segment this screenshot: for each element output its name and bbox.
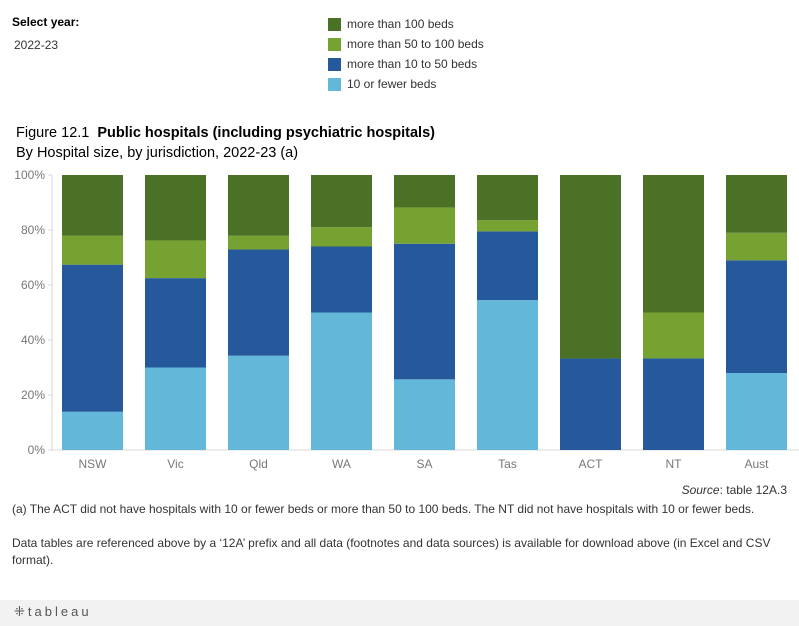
footnote-data-tables: Data tables are referenced above by a ‘1… <box>12 536 771 567</box>
figure-number: Figure 12.1 <box>16 125 90 141</box>
bar-segment[interactable] <box>228 235 289 250</box>
bar-segment[interactable] <box>643 358 704 450</box>
bar-segment[interactable] <box>145 278 206 368</box>
y-tick-label: 100% <box>14 168 45 182</box>
bar-segment[interactable] <box>311 227 372 247</box>
legend-item-10-or-fewer[interactable]: 10 or fewer beds <box>328 74 484 94</box>
bar-segment[interactable] <box>311 312 372 451</box>
chart-subtitle: By Hospital size, by jurisdiction, 2022-… <box>16 145 299 161</box>
tableau-plus-icon: ⁜ <box>14 604 28 619</box>
x-tick-label: Vic <box>167 457 183 471</box>
bar-segment[interactable] <box>394 379 455 450</box>
legend-swatch <box>328 37 341 51</box>
source-text: : table 12A.3 <box>719 483 787 497</box>
bar-segment[interactable] <box>394 243 455 380</box>
bar-segment[interactable] <box>477 300 538 450</box>
x-tick-label: SA <box>416 457 432 471</box>
legend-label: more than 50 to 100 beds <box>347 37 484 51</box>
source-label: Source <box>681 483 720 497</box>
bar-segment[interactable] <box>394 175 455 208</box>
bar-segment[interactable] <box>62 411 123 450</box>
year-filter: Select year: 2022-23 <box>12 15 79 52</box>
bar-segment[interactable] <box>477 220 538 232</box>
x-tick-label: NSW <box>79 457 108 471</box>
legend-label: 10 or fewer beds <box>347 77 437 91</box>
bar-segment[interactable] <box>311 175 372 228</box>
legend-swatch <box>328 57 341 71</box>
legend-label: more than 100 beds <box>347 17 454 31</box>
bar-segment[interactable] <box>228 249 289 356</box>
bar-segment[interactable] <box>311 246 372 313</box>
tableau-wordmark: tableau <box>27 604 92 619</box>
legend-swatch <box>328 77 341 91</box>
y-tick-label: 0% <box>28 443 46 457</box>
bar-segment[interactable] <box>145 240 206 279</box>
year-filter-value[interactable]: 2022-23 <box>14 38 59 52</box>
x-tick-label: Aust <box>744 457 769 471</box>
bar-segment[interactable] <box>643 312 704 359</box>
figure-title: Figure 12.1 Public hospitals (including … <box>16 125 435 141</box>
bar-segment[interactable] <box>560 358 621 450</box>
bar-segment[interactable] <box>726 175 787 233</box>
bar-segment[interactable] <box>228 355 289 450</box>
y-tick-label: 80% <box>21 223 45 237</box>
source-note: Source: table 12A.3 <box>682 483 787 497</box>
x-tick-label: WA <box>332 457 351 471</box>
bar-segment[interactable] <box>477 175 538 221</box>
chart-title: Public hospitals (including psychiatric … <box>97 125 435 141</box>
legend-item-more-than-100[interactable]: more than 100 beds <box>328 14 484 34</box>
legend-item-10-to-50[interactable]: more than 10 to 50 beds <box>328 54 484 74</box>
legend-swatch <box>328 17 341 31</box>
tableau-logo[interactable]: ⁜tableau <box>14 604 92 620</box>
bar-segment[interactable] <box>228 175 289 236</box>
chart-titles: Figure 12.1 Public hospitals (including … <box>16 125 435 161</box>
legend-item-50-to-100[interactable]: more than 50 to 100 beds <box>328 34 484 54</box>
y-tick-label: 60% <box>21 278 45 292</box>
x-tick-label: ACT <box>579 457 604 471</box>
x-tick-label: Qld <box>249 457 268 471</box>
bar-segment[interactable] <box>145 175 206 241</box>
bar-segment[interactable] <box>560 175 621 359</box>
footnote-a: (a) The ACT did not have hospitals with … <box>12 502 755 516</box>
bar-segment[interactable] <box>145 367 206 451</box>
bar-segment[interactable] <box>726 232 787 261</box>
bar-segment[interactable] <box>726 260 787 373</box>
bar-segment[interactable] <box>726 373 787 450</box>
y-tick-label: 40% <box>21 333 45 347</box>
legend: more than 100 beds more than 50 to 100 b… <box>328 14 484 94</box>
x-tick-label: NT <box>666 457 683 471</box>
stacked-bar-chart: 0% 20% 40% 60% 80% 100% NSW Vic Qld WA SA Tas ACT NT A… <box>14 168 799 471</box>
bar-segment[interactable] <box>394 207 455 244</box>
y-tick-label: 20% <box>21 388 45 402</box>
footnotes: (a) The ACT did not have hospitals with … <box>12 501 787 586</box>
bar-segment[interactable] <box>643 175 704 313</box>
bar-segment[interactable] <box>62 235 123 265</box>
legend-label: more than 10 to 50 beds <box>347 57 478 71</box>
bar-segment[interactable] <box>62 264 123 412</box>
tableau-footer: ⁜tableau <box>0 600 799 626</box>
x-tick-label: Tas <box>498 457 517 471</box>
bar-segment[interactable] <box>477 231 538 301</box>
bar-segment[interactable] <box>62 175 123 236</box>
year-filter-label: Select year: <box>12 15 80 29</box>
